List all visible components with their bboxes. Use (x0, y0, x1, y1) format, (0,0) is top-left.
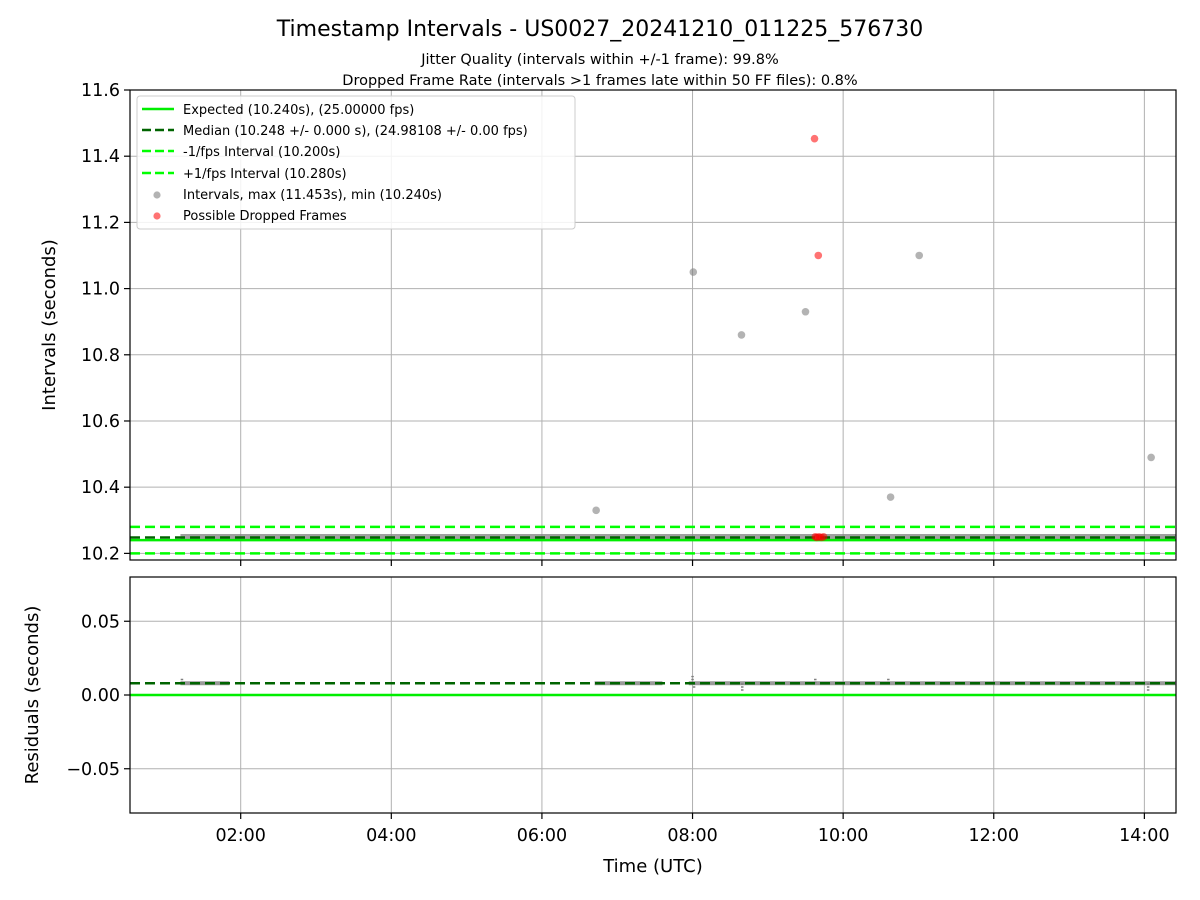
legend-item-dropped: Possible Dropped Frames (153, 209, 347, 224)
legend-item-intervals: Intervals, max (11.453s), min (10.240s) (153, 188, 442, 203)
interval-point (801, 307, 810, 316)
dropped-frame-point (814, 251, 823, 260)
chart-title: Timestamp Intervals - US0027_20241210_01… (276, 17, 923, 42)
dropped-frame-point (810, 134, 819, 143)
dropped-frame-point (819, 533, 828, 541)
chart-subtitle-jitter: Jitter Quality (intervals within +/-1 fr… (420, 52, 779, 68)
intervals-y-tick-label: 11.2 (81, 213, 120, 233)
intervals-y-tick-label: 11.0 (81, 280, 120, 300)
intervals-y-tick-label: 11.4 (81, 147, 120, 167)
x-tick-label: 04:00 (366, 826, 416, 846)
legend-label-expected: Expected (10.240s), (25.00000 fps) (183, 103, 414, 118)
x-tick-label: 10:00 (818, 826, 868, 846)
residuals-y-tick-label: 0.00 (81, 686, 120, 706)
legend-label-dropped: Possible Dropped Frames (183, 209, 347, 224)
legend-label-plus-fps: +1/fps Interval (10.280s) (183, 167, 347, 182)
legend-item-minus-fps: -1/fps Interval (10.200s) (142, 145, 340, 160)
legend-item-expected: Expected (10.240s), (25.00000 fps) (142, 103, 414, 118)
legend-label-median: Median (10.248 +/- 0.000 s), (24.98108 +… (183, 124, 528, 139)
intervals-y-ticks: 10.2 10.4 10.6 10.8 11.0 11.2 11.4 11.6 (81, 81, 130, 564)
legend-item-median: Median (10.248 +/- 0.000 s), (24.98108 +… (142, 124, 528, 139)
legend-label-intervals: Intervals, max (11.453s), min (10.240s) (183, 188, 442, 203)
legend-item-plus-fps: +1/fps Interval (10.280s) (142, 167, 347, 182)
intervals-outlier-points (592, 134, 1155, 542)
x-tick-label: 08:00 (667, 826, 717, 846)
x-tick-label: 12:00 (969, 826, 1019, 846)
residuals-x-ticks: 02:00 04:00 06:00 08:00 10:00 12:00 14:00 (215, 813, 1170, 846)
x-axis-label: Time (UTC) (602, 856, 703, 877)
legend-label-minus-fps: -1/fps Interval (10.200s) (183, 145, 340, 160)
legend-box (136, 95, 576, 230)
interval-point (886, 493, 895, 501)
intervals-y-tick-label: 10.4 (81, 478, 120, 498)
x-tick-label: 02:00 (215, 826, 265, 846)
x-tick-label: 14:00 (1119, 826, 1169, 846)
residuals-y-axis-label: Residuals (seconds) (22, 606, 43, 785)
chart-subtitle-dropped: Dropped Frame Rate (intervals >1 frames … (342, 73, 857, 89)
interval-point (1147, 453, 1155, 462)
intervals-plot-frame (129, 89, 1177, 561)
residuals-panel: −0.05 0.00 0.05 02:00 04:00 06:00 08:00 10:00 1… (22, 576, 1177, 877)
interval-point (737, 331, 746, 339)
legend-swatch-intervals (153, 191, 161, 199)
intervals-panel: 10.2 10.4 10.6 10.8 11.0 11.2 11.4 11.6 Interva… (39, 81, 1177, 566)
residuals-reference-lines (130, 681, 1176, 697)
intervals-y-tick-label: 10.2 (81, 544, 120, 564)
legend: Expected (10.240s), (25.00000 fps) Media… (136, 95, 576, 230)
intervals-y-axis-label: Intervals (seconds) (39, 239, 60, 411)
residuals-y-tick-label: 0.05 (81, 612, 120, 632)
interval-point (915, 251, 924, 260)
intervals-reference-lines (130, 525, 1176, 555)
x-tick-label: 06:00 (517, 826, 567, 846)
residuals-y-ticks: −0.05 0.00 0.05 (66, 612, 130, 780)
interval-point (592, 506, 600, 515)
intervals-x-ticks (240, 560, 1145, 566)
interval-point (689, 268, 698, 276)
intervals-y-tick-label: 11.6 (81, 81, 120, 101)
legend-swatch-dropped (153, 212, 161, 220)
intervals-y-tick-label: 10.8 (81, 346, 120, 366)
intervals-y-tick-label: 10.6 (81, 412, 120, 432)
residuals-y-tick-label: −0.05 (66, 760, 120, 780)
